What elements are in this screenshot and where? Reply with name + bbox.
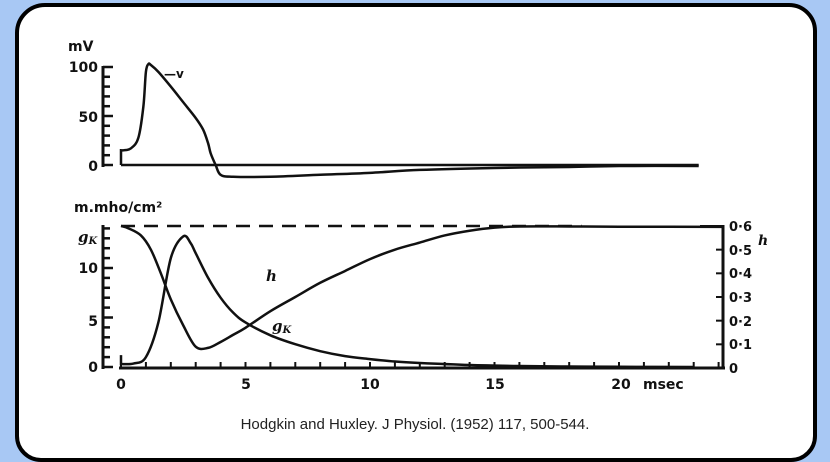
gk-trace [119,234,694,369]
lower-panel: m.mho/cm² gK 10 5 0 0 5 10 15 20 msec 0·… [74,200,768,393]
h-tick-0.3: 0·3 [729,291,752,306]
h-tick-0.5: 0·5 [729,244,752,259]
h-curve-label: h [266,267,277,285]
gk-axis-label: gK [78,228,99,247]
upper-tick-100: 100 [69,60,98,76]
upper-y-ticks [103,65,113,167]
gk-curve-label: gK [272,317,293,336]
x-unit-label: msec [643,377,684,393]
lower-left-y-ticks [103,227,113,369]
x-tick-10: 10 [360,377,380,393]
upper-tick-50: 50 [79,110,99,126]
x-tick-20: 20 [611,377,631,393]
x-tick-15: 15 [485,377,504,393]
upper-panel: mV 100 50 0 —v [68,39,699,179]
figure-caption: Hodgkin and Huxley. J Physiol. (1952) 11… [240,416,590,433]
h-tick-0: 0 [729,362,738,377]
voltage-trace [119,62,699,179]
h-tick-0.6: 0·6 [729,220,752,235]
h-tick-0.1: 0·1 [729,338,752,353]
h-tick-0.4: 0·4 [729,267,752,282]
h-tick-0.2: 0·2 [729,315,752,330]
right-h-ticks [716,248,723,346]
figure-frame [15,3,817,462]
h-axis-label: h [758,233,768,249]
h-trace [120,224,724,351]
lower-tick-10: 10 [79,261,99,277]
x-tick-5: 5 [241,377,251,393]
lower-tick-5: 5 [88,314,98,330]
voltage-trace-label: —v [164,67,184,81]
upper-y-unit-label: mV [68,39,94,55]
lower-y-unit-label: m.mho/cm² [74,200,162,216]
lower-tick-0: 0 [88,360,98,376]
x-tick-0: 0 [116,377,126,393]
upper-tick-0: 0 [88,159,98,175]
